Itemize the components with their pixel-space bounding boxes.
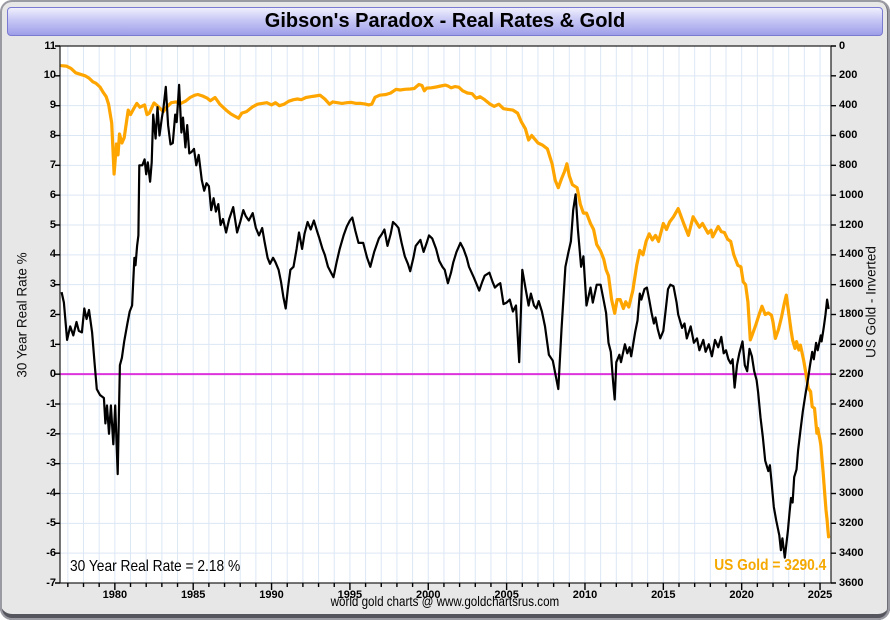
real-rate-series-line — [60, 83, 830, 559]
x-axis-tick-label: 1990 — [259, 589, 284, 601]
left-axis-tick-label: 2 — [49, 308, 56, 320]
left-axis-tick-label: -3 — [46, 457, 56, 470]
right-axis-tick-label: 400 — [839, 99, 858, 112]
right-axis-tick-label: 3400 — [839, 546, 864, 559]
right-axis-tick-label: 600 — [839, 129, 858, 141]
x-axis-tick-label: 2025 — [807, 589, 833, 601]
x-axis-tick-label: 1980 — [102, 589, 128, 601]
x-axis-tick-label: 2000 — [416, 589, 441, 601]
left-axis-tick-label: 8 — [49, 129, 56, 141]
right-axis-title: US Gold - Inverted — [863, 246, 879, 358]
left-axis-tick-label: -4 — [46, 487, 56, 499]
right-axis-tick-label: 3200 — [839, 516, 864, 529]
left-axis-tick-label: -6 — [46, 546, 56, 559]
right-axis-tick-label: 2800 — [839, 457, 864, 470]
right-axis-tick-label: 0 — [839, 39, 846, 52]
left-axis-tick-label: 4 — [49, 248, 56, 261]
right-axis-tick-label: 2600 — [839, 427, 864, 440]
left-axis-tick-label: -1 — [46, 397, 56, 410]
x-axis-tick-label: 1985 — [180, 589, 206, 601]
x-axis-tick-label: 2005 — [494, 589, 519, 601]
x-axis-tick-label: 2010 — [572, 589, 598, 601]
right-axis-tick-label: 1200 — [839, 218, 864, 231]
right-axis-tick-label: 1600 — [839, 278, 864, 291]
left-axis-tick-label: 9 — [49, 99, 56, 112]
left-axis-tick-label: 6 — [49, 188, 56, 201]
right-axis-tick-label: 3600 — [839, 576, 864, 589]
right-axis-tick-label: 2000 — [839, 337, 864, 350]
gold-series-line — [59, 64, 831, 539]
gold-price-annotation: US Gold = 3290.4 — [713, 557, 826, 574]
left-axis-tick-label: 11 — [44, 39, 56, 52]
footer-credit: world gold charts @ www.goldchartsrus.co… — [330, 594, 560, 609]
left-axis-tick-label: 5 — [49, 218, 56, 231]
x-axis-tick-label: 2020 — [729, 589, 754, 601]
left-axis-tick-label: -2 — [46, 427, 56, 440]
left-axis-tick-label: -7 — [46, 576, 56, 589]
right-axis-tick-label: 800 — [839, 158, 858, 171]
left-axis-tick-label: 3 — [49, 278, 56, 291]
right-axis-tick-label: 1400 — [839, 248, 864, 261]
left-axis-tick-label: -5 — [46, 516, 56, 529]
right-axis-tick-label: 2400 — [839, 397, 864, 410]
x-axis-tick-label: 1995 — [337, 589, 363, 601]
right-axis-tick-label: 3000 — [839, 487, 864, 499]
left-axis-tick-label: 1 — [49, 337, 56, 350]
x-axis-tick-label: 2015 — [651, 589, 676, 601]
right-axis-tick-label: 1000 — [839, 188, 864, 201]
right-axis-tick-label: 1800 — [839, 308, 864, 320]
page-title: Gibson's Paradox - Real Rates & Gold — [264, 10, 626, 32]
real-rate-annotation: 30 Year Real Rate = 2.18 % — [70, 558, 241, 575]
left-axis-tick-label: 0 — [49, 367, 56, 380]
window-titlebar: Gibson's Paradox - Real Rates & Gold — [7, 7, 883, 36]
right-axis-tick-label: 200 — [839, 69, 858, 82]
left-axis-title: 30 Year Real Rate % — [14, 252, 30, 378]
left-axis-tick-label: 10 — [43, 69, 56, 82]
right-axis-tick-label: 2200 — [839, 367, 864, 380]
left-axis-tick-label: 7 — [49, 158, 56, 171]
